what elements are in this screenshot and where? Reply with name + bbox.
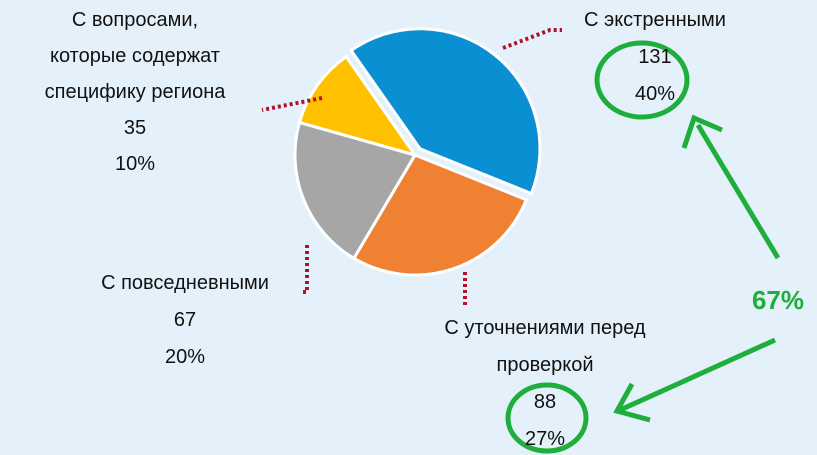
arrow-head [681,114,723,149]
annotation-shapes [505,40,781,454]
leader-line [502,28,562,50]
category-label: С вопросами, которые содержат специфику … [44,9,226,103]
annotation: 67% [752,285,804,315]
category-label: С уточнениями перед проверкой [444,317,646,376]
value-label: 131 [638,46,672,68]
leader-lines [261,28,562,305]
pie-slice [349,27,542,196]
pie-slice [293,120,418,261]
arrow-head [613,382,651,423]
arrow [618,337,777,413]
highlight-circle [505,382,589,454]
category-label: С повседневными [101,272,269,294]
value-label: 35 [123,117,147,139]
percent-label: 40% [634,83,676,105]
slice-label: С повседневными 67 20% [70,265,300,376]
leader-line [300,245,309,294]
value-label: 67 [173,309,197,331]
leader-line [261,96,323,112]
highlight-circle [594,40,690,120]
percent-label: 10% [114,153,156,175]
slices [293,27,542,277]
slice-label: С уточнениями перед проверкой 88 27% [420,310,670,455]
percent-label: 20% [164,346,206,368]
value-label: 88 [533,391,557,413]
slice-label: С вопросами, которые содержат специфику … [30,2,240,182]
slice-label: С экстренными 131 40% [545,2,765,113]
pie-slice [297,54,419,158]
percent-label: 27% [524,428,566,450]
category-label: С экстренными [584,9,726,31]
arrow [695,123,781,260]
pie-slice [351,153,529,277]
